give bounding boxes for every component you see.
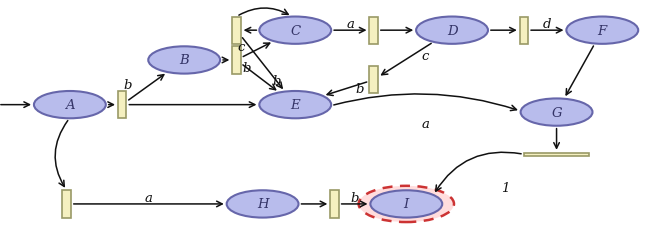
Text: H: H xyxy=(257,198,268,210)
Text: a: a xyxy=(422,117,430,130)
Text: D: D xyxy=(447,24,458,38)
Text: A: A xyxy=(65,99,75,112)
Bar xyxy=(118,92,126,119)
Bar xyxy=(232,47,241,74)
Text: I: I xyxy=(403,198,409,210)
Text: C: C xyxy=(290,24,300,38)
Text: b: b xyxy=(123,78,132,92)
Circle shape xyxy=(149,47,220,74)
Text: a: a xyxy=(347,18,354,31)
Text: 1: 1 xyxy=(500,181,509,194)
Bar xyxy=(520,18,528,45)
Text: b: b xyxy=(272,74,280,88)
Bar xyxy=(232,18,241,45)
Text: E: E xyxy=(290,99,300,112)
Text: b: b xyxy=(351,192,359,204)
Text: G: G xyxy=(551,106,562,119)
Text: d: d xyxy=(543,18,551,31)
Text: b: b xyxy=(355,83,363,96)
Circle shape xyxy=(359,186,454,222)
Text: c: c xyxy=(237,41,245,54)
Circle shape xyxy=(34,92,106,119)
Bar xyxy=(524,153,589,156)
Circle shape xyxy=(371,190,442,218)
Text: B: B xyxy=(179,54,189,67)
Bar xyxy=(369,67,378,94)
Circle shape xyxy=(567,18,638,45)
Circle shape xyxy=(520,99,593,126)
Circle shape xyxy=(416,18,488,45)
Text: a: a xyxy=(145,192,153,204)
Circle shape xyxy=(227,190,298,218)
Text: F: F xyxy=(597,24,607,38)
Text: b: b xyxy=(242,62,251,74)
Circle shape xyxy=(260,18,331,45)
Bar xyxy=(330,190,339,218)
Bar xyxy=(369,18,378,45)
Text: c: c xyxy=(421,50,429,63)
Circle shape xyxy=(260,92,331,119)
Bar xyxy=(62,190,71,218)
